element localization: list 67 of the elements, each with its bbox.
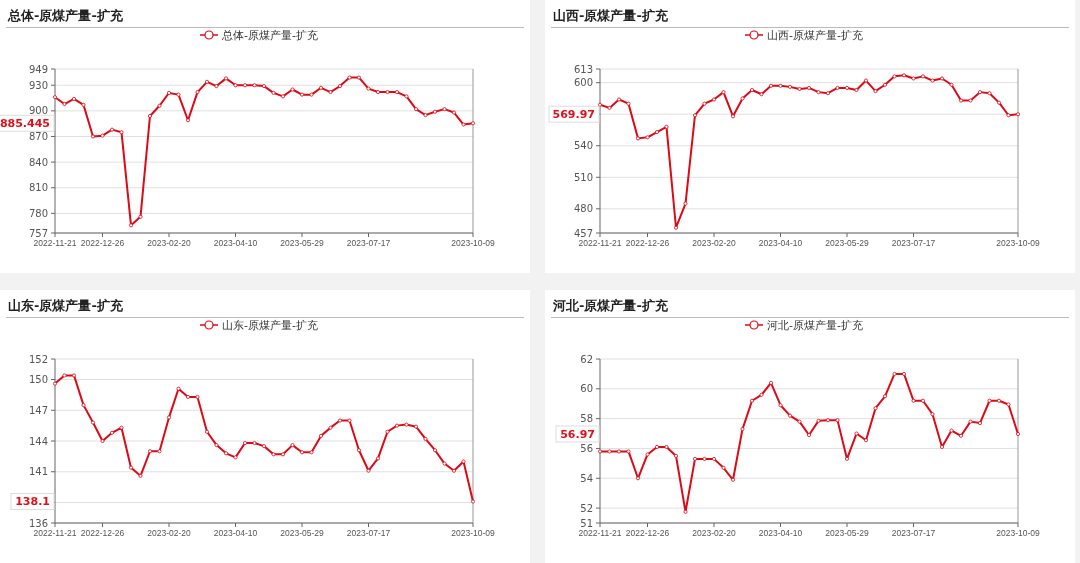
x-tick-label: 2023-05-29 [280, 238, 325, 248]
y-tick-label: 152 [28, 353, 48, 365]
y-tick-label: 930 [28, 79, 48, 91]
chart-title: 山西-原煤产量-扩充 [553, 8, 669, 23]
y-tick-label: 54 [580, 472, 593, 484]
legend-label: 总体-原煤产量-扩充 [221, 29, 318, 42]
text: 885.445 [0, 117, 50, 131]
x-tick-label: 2023-07-17 [346, 528, 391, 538]
x-tick-label: 2023-05-29 [825, 528, 870, 538]
x-tick-label: 2022-11-21 [33, 238, 77, 248]
chart-title: 河北-原煤产量-扩充 [552, 298, 669, 313]
x-tick-label: 2023-10-09 [451, 528, 496, 538]
y-tick-label: 457 [573, 227, 593, 239]
x-tick-label: 2023-04-10 [758, 528, 803, 538]
x-tick-label: 2023-07-17 [891, 528, 936, 538]
legend-label: 河北-原煤产量-扩充 [767, 319, 863, 332]
y-tick-label: 141 [28, 466, 48, 478]
x-tick-label: 2023-04-10 [758, 238, 803, 248]
legend-label: 山东-原煤产量-扩充 [222, 319, 318, 332]
x-tick-label: 2022-12-26 [80, 238, 125, 248]
y-tick-label: 810 [28, 182, 48, 194]
y-tick-label: 840 [28, 156, 48, 168]
x-tick-label: 2023-10-09 [451, 238, 496, 248]
y-tick-label: 62 [580, 353, 593, 365]
y-tick-label: 56 [580, 442, 593, 454]
legend-label: 山西-原煤产量-扩充 [767, 29, 863, 42]
x-tick-label: 2023-04-10 [213, 528, 258, 538]
y-tick-label: 147 [28, 404, 48, 416]
x-tick-label: 2022-11-21 [33, 528, 77, 538]
x-tick-label: 2023-04-10 [213, 238, 258, 248]
text: 56.97 [560, 427, 595, 441]
x-tick-label: 2023-02-20 [692, 238, 737, 248]
y-tick-label: 136 [28, 517, 48, 529]
y-tick-label: 150 [28, 374, 48, 385]
x-tick-label: 2022-12-26 [625, 528, 670, 538]
x-tick-label: 2023-07-17 [346, 238, 391, 248]
x-tick-label: 2022-12-26 [625, 238, 670, 248]
y-tick-label: 600 [573, 77, 593, 89]
y-tick-label: 780 [28, 207, 48, 219]
y-tick-label: 949 [28, 63, 48, 75]
x-tick-label: 2023-05-29 [280, 528, 325, 538]
y-tick-label: 480 [573, 203, 593, 215]
y-tick-label: 540 [573, 140, 593, 152]
x-tick-label: 2022-11-21 [578, 238, 622, 248]
y-tick-label: 757 [28, 227, 48, 239]
y-tick-label: 144 [28, 435, 48, 447]
x-tick-label: 2023-02-20 [147, 238, 192, 248]
chart-title: 总体-原煤产量-扩充 [7, 8, 124, 23]
y-tick-label: 58 [580, 413, 593, 425]
y-tick-label: 52 [580, 502, 593, 514]
y-tick-label: 613 [573, 63, 593, 75]
x-tick-label: 2023-05-29 [825, 238, 870, 248]
y-tick-label: 510 [573, 171, 593, 183]
x-tick-label: 2022-12-26 [80, 528, 125, 538]
text: 569.97 [552, 108, 595, 122]
y-tick-label: 60 [580, 383, 593, 395]
x-tick-label: 2023-07-17 [891, 238, 936, 248]
x-tick-label: 2023-10-09 [996, 238, 1041, 248]
y-tick-label: 51 [580, 517, 593, 529]
chart-title: 山东-原煤产量-扩充 [8, 298, 124, 313]
y-tick-label: 870 [28, 130, 48, 142]
x-tick-label: 2022-11-21 [578, 528, 622, 538]
text: 138.1 [15, 495, 50, 509]
x-tick-label: 2023-02-20 [147, 528, 192, 538]
y-tick-label: 900 [28, 105, 48, 117]
x-tick-label: 2023-10-09 [996, 528, 1041, 538]
x-tick-label: 2023-02-20 [692, 528, 737, 538]
